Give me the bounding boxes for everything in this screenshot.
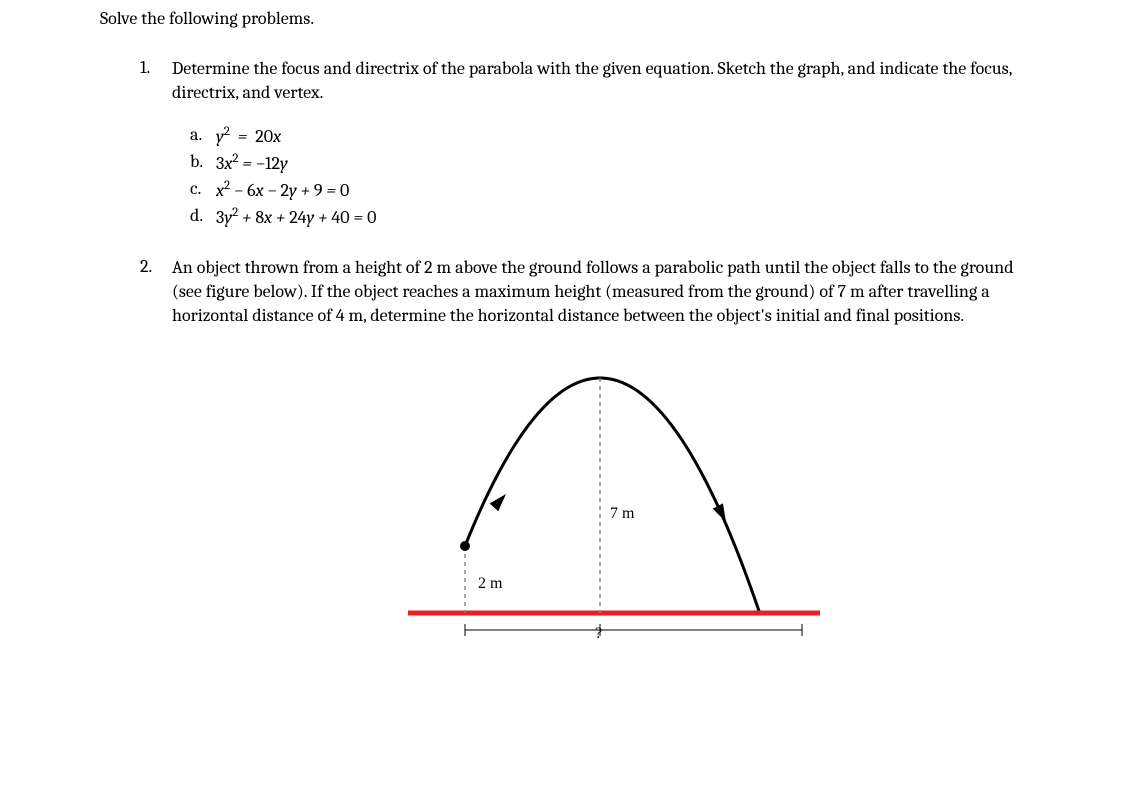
svg-text:2 m: 2 m [478,575,503,592]
problem-text: An object thrown from a height of 2 m ab… [172,256,1047,329]
subitem-list: a. y2 = 20x b. 3x2 = −12y c. x2 − 6x − 2… [172,124,1047,228]
subitem-c: c. x2 − 6x − 2y + 9 = 0 [190,178,1047,201]
subitem-a: a. y2 = 20x [190,124,1047,147]
subitem-b: b. 3x2 = −12y [190,151,1047,174]
subitem-letter: c. [190,178,216,201]
problem-content: An object thrown from a height of 2 m ab… [172,256,1047,654]
figure-svg: 2 m 7 m? [390,348,830,648]
problem-2: 2. An object thrown from a height of 2 m… [140,256,1047,654]
parabola-figure: 2 m 7 m? [390,348,830,653]
subitem-letter: d. [190,205,216,228]
subitem-letter: a. [190,124,216,147]
subitem-equation: x2 − 6x − 2y + 9 = 0 [216,178,349,201]
problem-list: 1. Determine the focus and directrix of … [100,57,1047,653]
problem-number: 1. [140,57,172,232]
svg-text:7 m: 7 m [610,505,635,522]
problem-content: Determine the focus and directrix of the… [172,57,1047,232]
subitem-equation: y2 = 20x [216,124,281,147]
figure-container: 2 m 7 m? [172,348,1047,653]
svg-text:?: ? [595,625,602,642]
subitem-equation: 3y2 + 8x + 24y + 40 = 0 [216,205,376,228]
problem-1: 1. Determine the focus and directrix of … [140,57,1047,232]
problem-number: 2. [140,256,172,654]
problem-text: Determine the focus and directrix of the… [172,57,1047,106]
subitem-d: d. 3y2 + 8x + 24y + 40 = 0 [190,205,1047,228]
subitem-equation: 3x2 = −12y [216,151,288,174]
subitem-letter: b. [190,151,216,174]
instruction: Solve the following problems. [100,8,1047,29]
